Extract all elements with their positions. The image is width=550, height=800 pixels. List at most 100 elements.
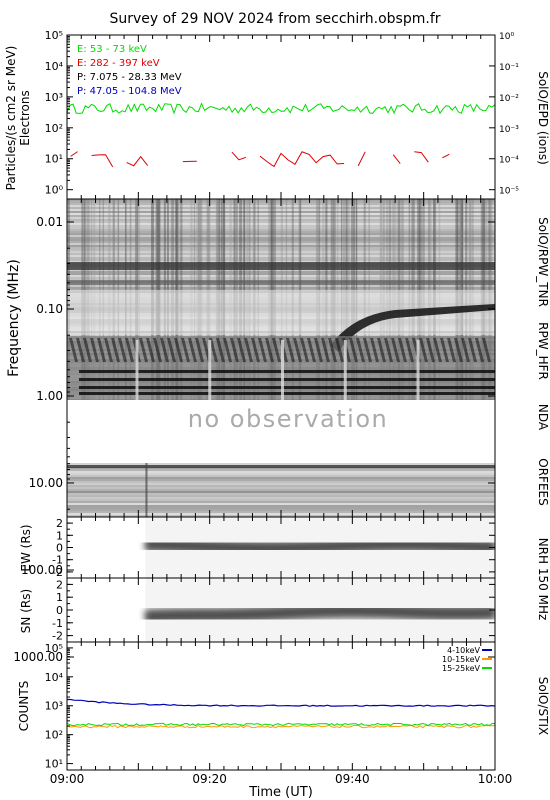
nrh-sn-ylabel: SN (Rs) (19, 589, 33, 633)
epd-series-line-e2 (231, 151, 247, 161)
orfees-band (67, 477, 495, 479)
epd-y2-axis: 10⁰ 10⁻¹ 10⁻² 10⁻³ 10⁻⁴ 10⁻⁵ (489, 32, 519, 197)
time-tick-label: 09:20 (192, 772, 227, 786)
hfr-burst (258, 338, 267, 362)
spectrum-band (67, 231, 495, 233)
nrh-ew-panel: 210-1-2 EW (Rs) (19, 516, 496, 579)
time-tick-label: 09:40 (335, 772, 370, 786)
spectrum-band (67, 259, 495, 261)
nrh-tick-label: 0 (56, 604, 63, 617)
nda-no-data-region (67, 400, 495, 463)
epd-tick-label: 10⁰ (45, 184, 64, 197)
epd-right-tick-label: 10⁻¹ (499, 63, 519, 73)
hfr-burst (146, 338, 155, 362)
hfr-burst (426, 338, 435, 362)
hfr-burst (419, 338, 428, 362)
epd-series-line-e2 (414, 151, 429, 163)
hfr-burst (167, 338, 176, 362)
spectrum-band (67, 221, 495, 223)
epd-legend-entry: E: 282 - 397 keV (77, 58, 160, 69)
spectrum-band (67, 255, 495, 257)
stix-legend-entry: 15-25keV (442, 664, 481, 673)
epd-series-line-e1 (67, 102, 495, 115)
hfr-burst (475, 338, 484, 362)
figure-title: Survey of 29 NOV 2024 from secchirh.obsp… (109, 11, 440, 27)
orfees-streak (145, 463, 148, 517)
label-rpw-hfr: RPW_HFR (536, 322, 550, 380)
epd-series-line-e2 (70, 151, 78, 157)
spectrum-band (67, 223, 495, 225)
epd-right-tick-label: 10⁰ (499, 32, 514, 42)
epd-right-tick-label: 10⁻³ (499, 125, 519, 135)
epd-series-line-e2 (357, 151, 366, 167)
hfr-burst (468, 338, 477, 362)
radio-tick-label: 0.10 (36, 302, 63, 316)
orfees-band (67, 487, 495, 489)
epd-legend: E: 53 - 73 keV E: 282 - 397 keV P: 7.075 -… (77, 44, 182, 97)
hfr-burst (118, 338, 127, 362)
spectrum-band (67, 217, 495, 219)
hfr-dark-stripe (79, 370, 495, 373)
epd-tick-label: 10⁴ (45, 60, 64, 73)
epd-right-tick-label: 10⁻⁴ (499, 156, 519, 166)
hfr-burst (237, 338, 246, 362)
radio-spectrum-area (67, 199, 495, 517)
orfees-band (67, 507, 495, 509)
orfees-band (67, 475, 495, 477)
hfr-burst (174, 338, 183, 362)
hfr-burst (440, 338, 449, 362)
hfr-burst (482, 338, 491, 362)
hfr-burst (104, 338, 113, 362)
hfr-burst (216, 338, 225, 362)
spectrum-band (67, 287, 495, 289)
spectrum-band (67, 207, 495, 209)
orfees-band (67, 505, 495, 507)
hfr-burst (447, 338, 456, 362)
orfees-band (67, 485, 495, 487)
spectrum-band (67, 243, 495, 245)
hfr-burst (188, 338, 197, 362)
hfr-burst (181, 338, 190, 362)
hfr-dark-stripe (79, 392, 495, 395)
epd-series-line-e2 (392, 154, 401, 164)
epd-ylabel: Particles/(s cm2 sr MeV) (4, 46, 18, 191)
label-solo-rpw-tnr: SolO/RPW_TNR (536, 217, 550, 307)
radio-tick-label: 1.00 (36, 389, 63, 403)
spectrum-band (67, 235, 495, 237)
nrh-tick-label: 2 (56, 517, 63, 530)
hfr-burst (230, 338, 239, 362)
hfr-burst (153, 338, 162, 362)
time-axis-label: Time (UT) (248, 785, 313, 800)
epd-ylabel-electrons: Electrons (18, 90, 32, 145)
orfees-band (67, 491, 495, 493)
hfr-data-gap (416, 340, 420, 400)
epd-right-tick-label: 10⁻⁵ (499, 187, 519, 197)
hfr-burst (335, 338, 344, 362)
no-observation-label: no observation (188, 405, 388, 433)
spectrum-band (67, 241, 495, 243)
spectrum-band (67, 211, 495, 213)
radio-tick-label: 100.00 (21, 563, 63, 577)
hfr-burst (97, 338, 106, 362)
orfees-band (67, 489, 495, 491)
stix-legend-entry: 10-15keV (442, 655, 481, 664)
hfr-burst (461, 338, 470, 362)
nrh-emission-core (145, 542, 495, 551)
epd-tick-label: 10⁵ (45, 29, 63, 42)
epd-series-line-e2 (442, 153, 450, 159)
hfr-burst (223, 338, 232, 362)
hfr-burst (90, 338, 99, 362)
epd-y-axis: 10⁰ 10¹ 10² 10³ 10⁴ 10⁵ (45, 29, 73, 197)
tnr-dark-band (67, 280, 495, 285)
spectrum-band (67, 277, 495, 279)
orfees-band (67, 499, 495, 501)
nrh-tick-label: -1 (52, 554, 63, 567)
hfr-data-gap (281, 340, 284, 400)
time-tick-label: 10:00 (478, 772, 513, 786)
orfees-band (67, 493, 495, 495)
orfees-band (67, 495, 495, 497)
epd-legend-entry: P: 7.075 - 28.33 MeV (77, 72, 182, 83)
orfees-band (67, 501, 495, 503)
spectrum-band (67, 251, 495, 253)
